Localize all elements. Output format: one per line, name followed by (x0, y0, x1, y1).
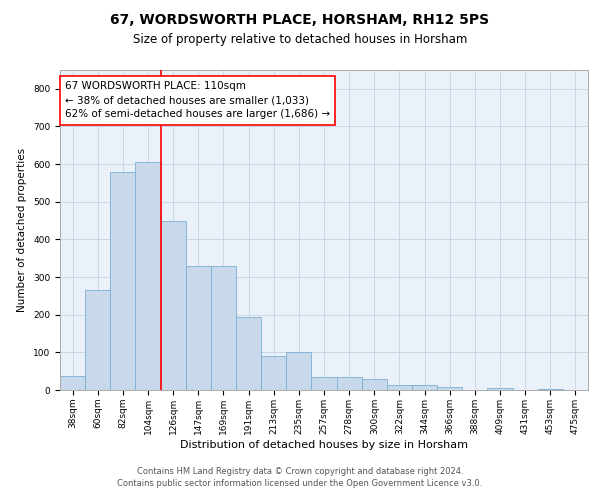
Bar (286, 352, 311, 390)
Bar (387, 386, 412, 390)
Bar (161, 220, 186, 390)
Bar (60, 376, 85, 390)
Bar (136, 162, 161, 390)
Y-axis label: Number of detached properties: Number of detached properties (17, 148, 28, 312)
Bar (412, 386, 437, 390)
Bar (261, 356, 286, 390)
Bar (311, 377, 337, 390)
Bar (211, 266, 236, 390)
Text: 67 WORDSWORTH PLACE: 110sqm
← 38% of detached houses are smaller (1,033)
62% of : 67 WORDSWORTH PLACE: 110sqm ← 38% of det… (65, 82, 330, 120)
Bar (236, 316, 261, 390)
Bar (85, 290, 110, 390)
Bar (110, 172, 136, 390)
Bar (362, 378, 387, 390)
Bar (487, 388, 512, 390)
X-axis label: Distribution of detached houses by size in Horsham: Distribution of detached houses by size … (180, 440, 468, 450)
Bar (186, 266, 211, 390)
Text: Contains HM Land Registry data © Crown copyright and database right 2024.: Contains HM Land Registry data © Crown c… (137, 467, 463, 476)
Text: 67, WORDSWORTH PLACE, HORSHAM, RH12 5PS: 67, WORDSWORTH PLACE, HORSHAM, RH12 5PS (110, 12, 490, 26)
Bar (538, 389, 563, 390)
Bar (437, 387, 462, 390)
Bar (337, 377, 362, 390)
Text: Contains public sector information licensed under the Open Government Licence v3: Contains public sector information licen… (118, 478, 482, 488)
Text: Size of property relative to detached houses in Horsham: Size of property relative to detached ho… (133, 32, 467, 46)
